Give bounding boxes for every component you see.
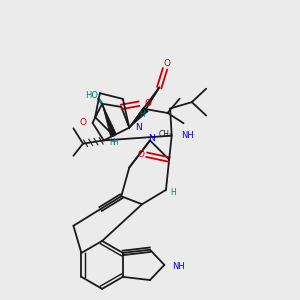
Text: H: H (109, 138, 115, 147)
Text: N: N (135, 122, 142, 131)
Text: CH₃: CH₃ (158, 130, 172, 139)
Text: H: H (139, 110, 145, 119)
Text: NH: NH (172, 262, 185, 271)
Text: O: O (163, 59, 170, 68)
Polygon shape (129, 107, 148, 128)
Text: NH: NH (181, 130, 194, 140)
Text: H: H (170, 188, 176, 197)
Text: O: O (145, 99, 152, 108)
Polygon shape (102, 104, 117, 137)
Text: H: H (113, 139, 118, 148)
Text: O: O (79, 118, 86, 127)
Text: O: O (138, 150, 145, 159)
Text: HO: HO (85, 91, 98, 100)
Text: N: N (148, 134, 155, 143)
